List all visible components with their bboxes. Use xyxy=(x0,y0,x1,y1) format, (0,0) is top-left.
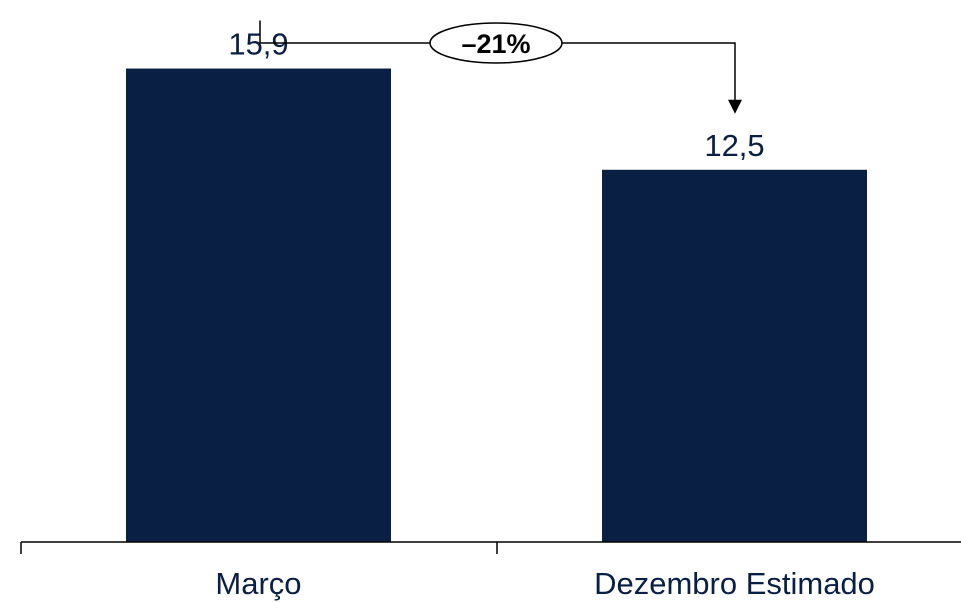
category-labels-group: Março Dezembro Estimado xyxy=(215,566,874,601)
category-label-1: Março xyxy=(215,566,301,601)
change-annotation: –21% xyxy=(259,20,742,114)
change-arrowhead xyxy=(728,99,742,114)
bars-group xyxy=(126,68,867,543)
value-labels-group: 15,9 12,5 xyxy=(228,27,764,163)
bar-value-label-2: 12,5 xyxy=(704,128,764,163)
bar-value-label-1: 15,9 xyxy=(228,27,288,62)
category-label-2: Dezembro Estimado xyxy=(594,566,875,601)
change-badge xyxy=(429,22,563,64)
change-percent-label: –21% xyxy=(461,29,530,59)
bar-2 xyxy=(602,169,867,542)
bar-1 xyxy=(126,68,391,543)
